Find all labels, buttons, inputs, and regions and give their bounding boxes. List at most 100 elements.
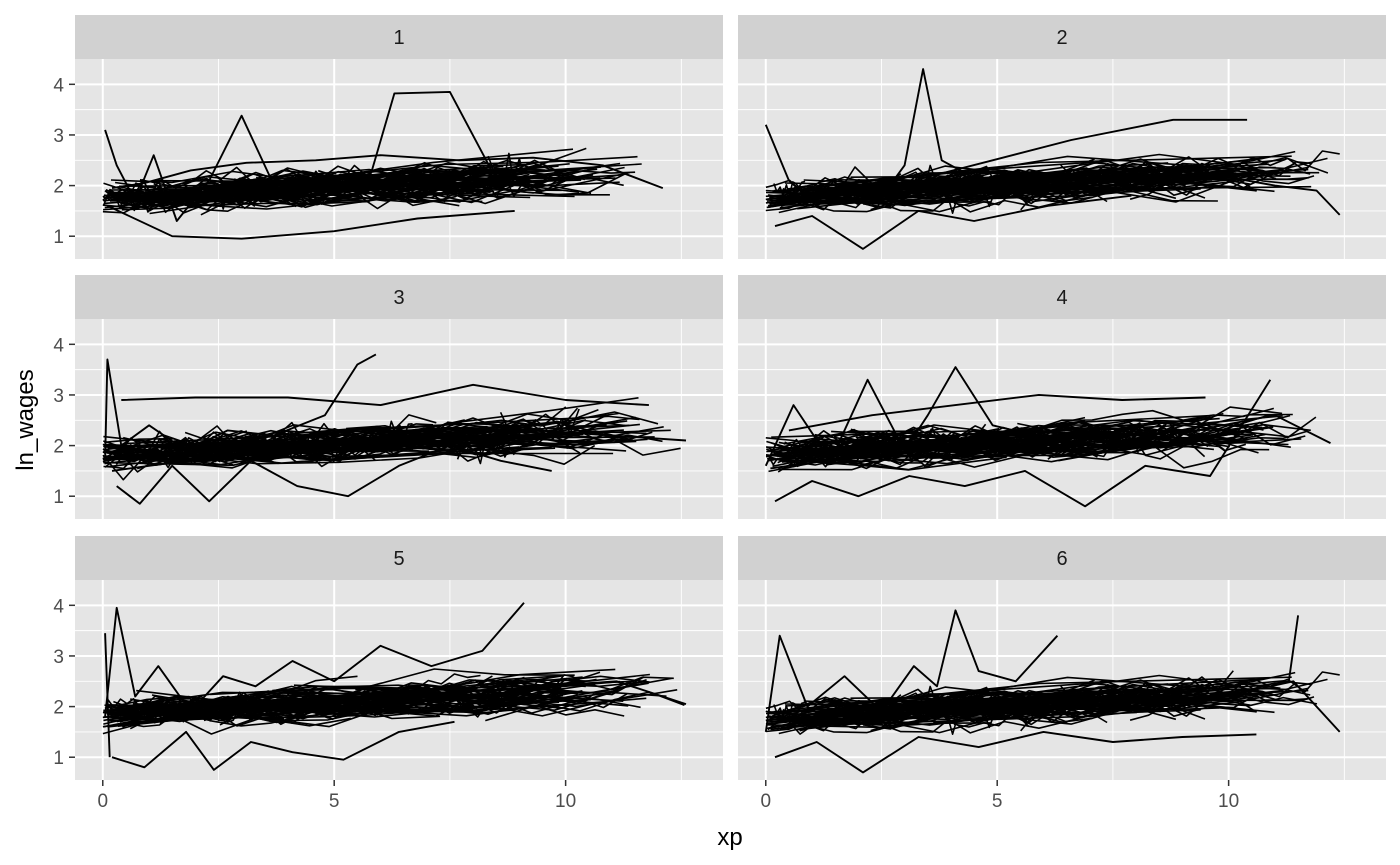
facet-panel-2: 2 bbox=[738, 15, 1386, 259]
trajectory-line bbox=[503, 444, 596, 466]
trajectory-line bbox=[825, 427, 1242, 466]
x-tick-label: 0 bbox=[97, 791, 108, 812]
series-line-5-1 bbox=[104, 602, 525, 717]
trajectory-line bbox=[802, 168, 1284, 193]
trajectory-line bbox=[1116, 413, 1293, 435]
trajectory-line bbox=[102, 706, 482, 735]
trajectory-line bbox=[926, 703, 1047, 726]
series-line-5-4 bbox=[104, 633, 111, 758]
trajectory-line bbox=[906, 182, 1138, 199]
trajectory-line bbox=[188, 174, 622, 202]
series-line-4-4 bbox=[788, 393, 1206, 432]
facet-strip-label: 2 bbox=[1056, 27, 1067, 49]
x-tick-label: 5 bbox=[992, 791, 1003, 812]
facet-strip-label: 6 bbox=[1056, 548, 1067, 570]
x-tick-label: 10 bbox=[555, 791, 576, 812]
panel-background bbox=[738, 580, 1386, 780]
facet-strip-label: 5 bbox=[393, 548, 404, 570]
trajectory-line bbox=[1154, 446, 1270, 469]
facet-strip bbox=[738, 275, 1386, 319]
y-tick-label: 1 bbox=[53, 748, 64, 769]
trajectory-line bbox=[273, 686, 437, 710]
panel-background bbox=[75, 580, 723, 780]
trajectory-line bbox=[843, 702, 927, 725]
trajectory-line bbox=[102, 193, 173, 209]
trajectory-line bbox=[856, 424, 1000, 446]
y-axis-title: ln_wages bbox=[12, 369, 39, 470]
trajectory-line bbox=[204, 422, 487, 442]
series-line-2-2 bbox=[767, 118, 1248, 207]
trajectory-line bbox=[765, 697, 838, 714]
trajectory-line bbox=[951, 427, 1064, 457]
trajectory-line bbox=[783, 150, 1296, 192]
y-tick-label: 2 bbox=[53, 437, 64, 458]
series-line-6-4 bbox=[1256, 615, 1300, 688]
panel-lines bbox=[764, 609, 1341, 774]
trajectory-line bbox=[434, 164, 546, 180]
series-line-5-3 bbox=[111, 720, 455, 771]
y-tick-label: 2 bbox=[53, 698, 64, 719]
trajectory-line bbox=[117, 191, 169, 206]
facet-strip bbox=[738, 15, 1386, 59]
trajectory-line bbox=[399, 423, 434, 431]
panel-lines bbox=[102, 602, 687, 771]
facet-strip bbox=[738, 536, 1386, 580]
trajectory-line bbox=[135, 180, 182, 202]
series-line-6-2 bbox=[770, 680, 1341, 733]
series-line-6-1 bbox=[764, 609, 1059, 733]
trajectory-line bbox=[787, 155, 1292, 190]
y-tick-label: 2 bbox=[53, 177, 64, 198]
facet-strip bbox=[75, 15, 723, 59]
trajectory-line bbox=[102, 182, 156, 200]
y-tick-label: 1 bbox=[53, 487, 64, 508]
y-tick-label: 1 bbox=[53, 227, 64, 248]
facet-strip-label: 4 bbox=[1056, 287, 1067, 309]
trajectory-line bbox=[783, 430, 919, 445]
panel-lines bbox=[102, 90, 664, 240]
trajectory-line bbox=[771, 694, 1147, 720]
trajectory-line bbox=[225, 170, 355, 198]
trajectory-line bbox=[122, 415, 609, 445]
trajectory-line bbox=[482, 694, 545, 711]
facet-strip bbox=[75, 536, 723, 580]
facet-strip bbox=[75, 275, 723, 319]
trajectory-line bbox=[414, 673, 481, 691]
trajectory-line bbox=[331, 176, 422, 192]
trajectory-line bbox=[157, 177, 264, 198]
trajectory-line bbox=[1061, 416, 1317, 452]
facet-strip-label: 3 bbox=[393, 287, 404, 309]
trajectory-line bbox=[924, 182, 1107, 201]
series-line-4-3 bbox=[774, 379, 1272, 508]
series-line-3-3 bbox=[116, 444, 552, 505]
series-line-2-3 bbox=[770, 169, 1341, 216]
trajectory-line bbox=[160, 166, 313, 190]
series-line-3-4 bbox=[121, 383, 649, 407]
trajectory-line bbox=[121, 705, 285, 721]
x-tick-label: 0 bbox=[760, 791, 771, 812]
y-tick-label: 3 bbox=[53, 647, 64, 668]
series-line-5-2 bbox=[107, 680, 687, 728]
series-line-1-3 bbox=[104, 114, 271, 222]
series-line-2-1 bbox=[764, 68, 1021, 207]
trajectory-line bbox=[771, 430, 1165, 438]
facet-panel-6: 6 0 5 10 bbox=[738, 536, 1386, 812]
trajectory-line bbox=[926, 182, 1047, 205]
trajectory-line bbox=[454, 677, 568, 706]
panel-lines bbox=[764, 68, 1341, 250]
trajectory-line bbox=[933, 687, 1309, 724]
facet-strip-label: 1 bbox=[393, 27, 404, 49]
trajectory-line bbox=[184, 425, 346, 450]
trajectory-line bbox=[398, 178, 552, 196]
trajectory-line bbox=[103, 457, 135, 470]
y-tick-label: 3 bbox=[53, 386, 64, 407]
trajectory-line bbox=[122, 185, 483, 208]
trajectory-line bbox=[313, 437, 624, 452]
trajectory-line bbox=[311, 435, 601, 452]
series-line-4-1 bbox=[764, 366, 1086, 467]
facet-panel-4: 4 bbox=[738, 275, 1386, 519]
x-axis-title: xp bbox=[717, 824, 742, 851]
series-line-1-1 bbox=[104, 90, 493, 210]
trajectory-line bbox=[109, 446, 333, 466]
trajectory-line bbox=[164, 200, 370, 206]
trajectory-line bbox=[115, 436, 262, 466]
